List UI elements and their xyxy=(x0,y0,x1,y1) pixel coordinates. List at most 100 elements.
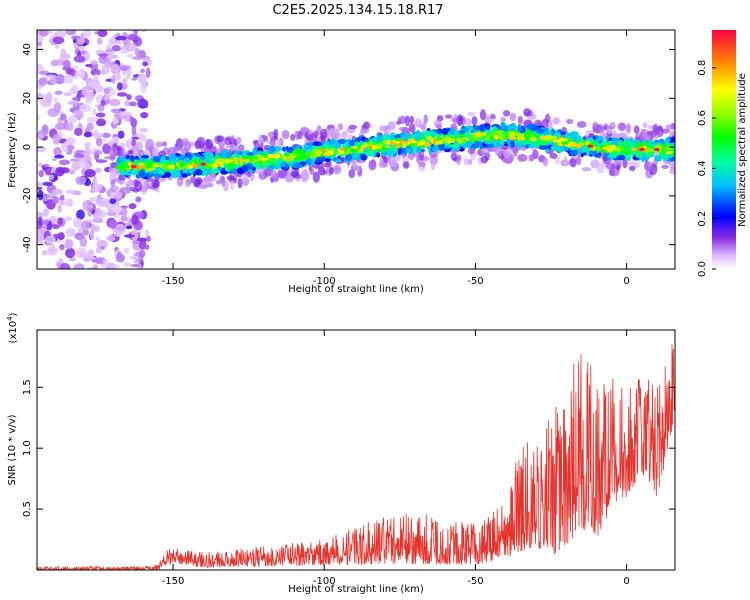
spectrogram-halo-cell xyxy=(435,124,443,129)
spectrogram-noise-cell xyxy=(116,41,122,45)
spectrogram-noise-cell xyxy=(38,162,43,168)
snr-frame xyxy=(36,329,676,571)
spectrogram-noise-cell xyxy=(131,56,143,61)
spectrogram-ridge-cell xyxy=(315,157,322,163)
spectrogram-noise-cell xyxy=(144,229,150,237)
spectrogram-noise-cell xyxy=(54,122,66,131)
spectrogram-ridge-cell xyxy=(463,133,471,139)
spectrogram-x-ticks: -150 -100 -50 0 xyxy=(162,30,630,287)
spectrogram-ridge-cell xyxy=(473,140,480,149)
spectrogram-halo-cell xyxy=(457,117,464,122)
spectrogram-noise-cell xyxy=(129,264,141,268)
spectrogram-ridge-cell xyxy=(376,152,381,158)
spectrogram-noise-cell xyxy=(97,104,105,112)
spectrogram-ridge-cell xyxy=(353,156,363,161)
spectrogram-peak-cell xyxy=(239,161,244,166)
spectrogram-ridge-cell xyxy=(517,124,522,133)
spectrogram-noise-cell xyxy=(78,68,85,79)
spectrogram-halo-cell xyxy=(642,122,648,129)
spectrogram-noise-cell xyxy=(84,169,96,178)
spectrogram-noise-cell xyxy=(129,255,139,261)
spectrogram-peak-cell xyxy=(126,164,130,169)
spectrogram-peak-cell xyxy=(529,134,536,138)
spectrogram-ridge-cell xyxy=(241,164,250,172)
snr-x-ticks: -150 -100 -50 0 xyxy=(162,330,630,587)
y-tick-label: 1.0 xyxy=(22,440,33,456)
spectrogram-ridge-cell xyxy=(485,142,494,148)
spectrogram-ridge-cell xyxy=(273,146,282,152)
spectrogram-frame xyxy=(36,29,676,270)
spectrogram-halo-cell xyxy=(389,155,398,167)
spectrogram-noise-cell xyxy=(114,190,123,199)
spectrogram-noise-cell xyxy=(91,259,102,263)
spectrogram-halo-cell xyxy=(116,146,124,157)
spectrogram-ridge-cell xyxy=(204,152,213,159)
spectrogram-peak-cell xyxy=(661,148,668,153)
spectrogram-noise-cell xyxy=(38,133,44,139)
spectrogram-noise-cell xyxy=(57,167,70,174)
spectrogram-halo-cell xyxy=(648,130,657,138)
spectrogram-noise-cell xyxy=(39,30,49,37)
spectrogram-noise-cell xyxy=(126,94,132,100)
spectrogram-peak-cell xyxy=(211,163,218,169)
spectrogram-ridge-cell xyxy=(593,140,598,145)
spectrogram-halo-cell xyxy=(617,122,626,132)
spectrogram-noise-cell xyxy=(55,44,60,50)
spectrogram-noise-cell xyxy=(79,104,91,113)
spectrogram-noise-cell xyxy=(69,65,79,70)
spectrogram-noise-cell xyxy=(138,127,149,133)
spectrogram-halo-cell xyxy=(500,117,506,122)
spectrogram-peak-cell xyxy=(382,139,387,144)
spectrogram-y-ticks: -40 -20 0 20 40 xyxy=(22,43,675,253)
spectrogram-noise-cell xyxy=(67,100,80,106)
snr-series-line xyxy=(37,344,675,570)
spectrogram-noise-cell xyxy=(47,246,58,254)
spectrogram-ridge-cell xyxy=(510,125,518,129)
spectrogram-halo-cell xyxy=(297,131,304,140)
spectrogram-peak-cell xyxy=(435,137,443,141)
spectrogram-ridge-cell xyxy=(164,171,172,178)
spectrogram-noise-cell xyxy=(138,249,146,258)
spectrogram-peak-cell xyxy=(552,139,560,143)
spectrogram-ridge-cell xyxy=(360,153,368,161)
spectrogram-peak-cell xyxy=(489,135,494,141)
spectrogram-noise-cell xyxy=(137,73,147,84)
spectrogram-halo-cell xyxy=(277,168,288,178)
spectrogram-noise-cell xyxy=(73,127,83,136)
spectrogram-noise-cell xyxy=(100,99,106,106)
spectrogram-peak-cell xyxy=(178,166,185,170)
spectrogram-peak-cell xyxy=(575,143,582,149)
spectrogram-ridge-cell xyxy=(318,142,323,146)
spectrogram-ridge-cell xyxy=(618,140,623,145)
spectrogram-halo-cell xyxy=(309,168,315,175)
spectrogram-noise-cell xyxy=(116,92,128,97)
spectrogram-noise-cell xyxy=(69,257,76,262)
spectrogram-ridge-cell xyxy=(670,156,674,162)
spectrogram-ridge-cell xyxy=(328,141,335,145)
spectrogram-noise-cell xyxy=(73,55,86,63)
spectrogram-plot-area xyxy=(37,30,675,269)
spectrogram-halo-cell xyxy=(529,154,535,162)
spectrogram-halo-cell xyxy=(154,186,161,193)
spectrogram-noise-cell xyxy=(125,43,137,52)
spectrogram-noise-cell xyxy=(95,198,101,205)
spectrogram-halo-cell xyxy=(402,161,410,169)
spectrogram-noise-cell xyxy=(57,217,63,226)
spectrogram-ridge-cell xyxy=(292,162,300,169)
spectrogram-halo-cell xyxy=(489,114,497,120)
spectrogram-ridge-cell xyxy=(394,134,401,139)
spectrogram-ridge-cell xyxy=(139,157,145,162)
spectrogram-noise-cell xyxy=(75,247,88,259)
spectrogram-ridge-cell xyxy=(210,167,219,175)
spectrogram-ridge-cell xyxy=(279,161,288,168)
spectrogram-x-axis-label: Height of straight line (km) xyxy=(288,284,424,295)
spectrogram-peak-cell xyxy=(234,161,239,165)
spectrogram-noise-cell xyxy=(86,122,94,131)
spectrogram-peak-cell xyxy=(283,153,289,156)
spectrogram-noise-cell xyxy=(106,48,114,53)
spectrogram-peak-cell xyxy=(551,135,557,140)
spectrogram-halo-cell xyxy=(348,169,356,179)
spectrogram-peak-cell xyxy=(395,144,401,149)
colorbar-ticks: 0.0 0.2 0.4 0.6 0.8 xyxy=(697,60,716,277)
colorbar-gradient xyxy=(712,30,736,269)
